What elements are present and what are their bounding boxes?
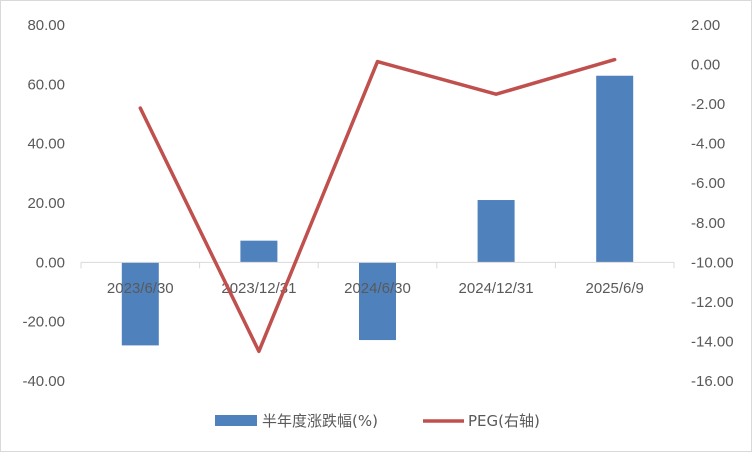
- right-tick-label: 0.00: [691, 57, 720, 74]
- bar: [596, 75, 634, 263]
- bar: [359, 262, 396, 341]
- category-label: 2024/12/31: [459, 280, 534, 297]
- right-tick-label: -8.00: [691, 215, 725, 232]
- bar: [477, 200, 515, 263]
- right-tick-label: -6.00: [691, 175, 725, 192]
- category-label: 2023/12/31: [221, 280, 296, 297]
- legend-label-bar: 半年度涨跌幅(%): [262, 412, 378, 430]
- left-tick-label: 40.00: [27, 136, 65, 153]
- left-tick-label: 80.00: [27, 17, 65, 34]
- right-tick-label: 2.00: [691, 17, 720, 34]
- bar: [121, 262, 159, 346]
- left-axis: 80.00 60.00 40.00 20.00 0.00 -20.00 -40.00: [22, 17, 65, 390]
- legend-label-line: PEG(右轴): [468, 412, 540, 430]
- line-series: [138, 57, 617, 354]
- legend: 半年度涨跌幅(%) PEG(右轴): [215, 412, 540, 430]
- category-labels: 2023/6/30 2023/12/31 2024/6/30 2024/12/31 20…: [107, 280, 644, 297]
- left-tick-label: 60.00: [27, 76, 65, 93]
- right-tick-label: -16.00: [691, 373, 734, 390]
- bar: [240, 240, 278, 263]
- right-tick-label: -10.00: [691, 254, 734, 271]
- left-tick-label: 0.00: [36, 254, 65, 271]
- peg-line: [138, 57, 617, 354]
- category-label: 2024/6/30: [344, 280, 411, 297]
- left-tick-label: 20.00: [27, 195, 65, 212]
- right-tick-label: -14.00: [691, 333, 734, 350]
- right-tick-label: -12.00: [691, 294, 734, 311]
- right-tick-label: -4.00: [691, 136, 725, 153]
- category-label: 2025/6/9: [586, 280, 644, 297]
- legend-swatch-bar: [215, 415, 257, 426]
- zero-baseline-layer: [80, 261, 675, 269]
- category-label: 2023/6/30: [107, 280, 174, 297]
- right-axis: 2.00 0.00 -2.00 -4.00 -6.00 -8.00 -10.00 -12.00…: [691, 17, 734, 390]
- bar-series: [121, 75, 634, 346]
- left-tick-label: -40.00: [22, 373, 65, 390]
- left-tick-label: -20.00: [22, 314, 65, 331]
- right-tick-label: -2.00: [691, 96, 725, 113]
